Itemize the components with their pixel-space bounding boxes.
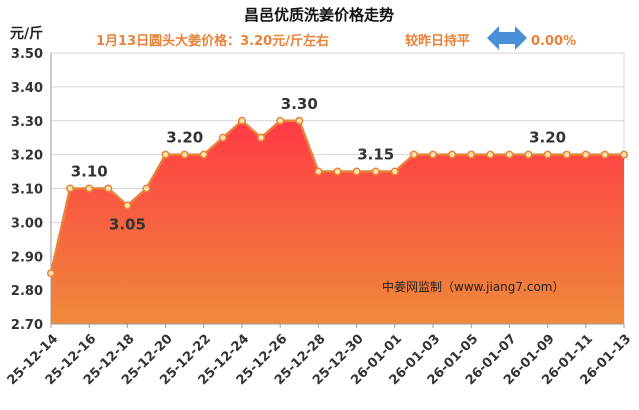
data-point bbox=[237, 116, 247, 125]
data-points bbox=[46, 116, 629, 278]
watermark: 中姜网监制（www.jiang7.com） bbox=[382, 279, 564, 294]
y-tick-label: 2.70 bbox=[11, 318, 43, 333]
y-tick-label: 2.90 bbox=[11, 250, 43, 265]
data-label: 3.20 bbox=[529, 129, 566, 147]
y-tick-label: 3.10 bbox=[11, 183, 43, 198]
data-point bbox=[352, 167, 361, 176]
data-labels: 3.10 3.05 3.20 3.30 3.15 3.20 bbox=[71, 95, 566, 234]
chart-title: 昌邑优质洗姜价格走势 bbox=[244, 6, 394, 24]
y-axis-unit: 元/斤 bbox=[10, 25, 43, 42]
data-point bbox=[314, 167, 323, 176]
data-point bbox=[104, 184, 113, 193]
y-axis-ticks: 3.50 3.40 3.30 3.20 3.10 3.00 2.90 2.80 2.70 bbox=[11, 47, 43, 333]
y-tick-label: 2.80 bbox=[11, 284, 43, 299]
data-point bbox=[161, 150, 170, 159]
data-point bbox=[85, 184, 94, 193]
data-point bbox=[600, 150, 609, 159]
data-point bbox=[46, 269, 56, 278]
data-point bbox=[371, 167, 380, 176]
change-text: 较昨日持平 bbox=[405, 33, 470, 49]
y-tick-label: 3.30 bbox=[11, 115, 43, 130]
data-point bbox=[333, 167, 342, 176]
data-label: 3.10 bbox=[71, 163, 108, 181]
data-point bbox=[257, 133, 266, 142]
data-point bbox=[562, 150, 571, 159]
data-point bbox=[218, 133, 227, 142]
data-point bbox=[295, 116, 304, 125]
change-value: 0.00% bbox=[531, 34, 576, 49]
data-point bbox=[619, 150, 629, 159]
data-point bbox=[276, 116, 285, 125]
data-point bbox=[142, 184, 151, 193]
x-axis-ticks: 25-12-1425-12-1625-12-1825-12-2025-12-22… bbox=[5, 324, 634, 388]
data-point bbox=[199, 150, 208, 159]
data-point bbox=[581, 150, 590, 159]
data-point bbox=[428, 150, 438, 159]
data-label: 3.05 bbox=[109, 215, 146, 233]
y-tick-label: 3.00 bbox=[11, 216, 43, 231]
data-point bbox=[180, 150, 189, 159]
data-point bbox=[123, 201, 132, 210]
data-label: 3.30 bbox=[281, 95, 318, 113]
data-point bbox=[486, 150, 495, 159]
data-point bbox=[66, 184, 75, 193]
data-point bbox=[543, 150, 552, 159]
data-point bbox=[409, 150, 418, 159]
axes bbox=[50, 53, 624, 325]
y-tick-label: 3.50 bbox=[11, 47, 43, 62]
data-point bbox=[505, 150, 514, 159]
data-label: 3.20 bbox=[166, 129, 203, 147]
price-area bbox=[51, 120, 624, 324]
y-tick-label: 3.20 bbox=[11, 149, 43, 164]
double-arrow-icon bbox=[487, 26, 527, 50]
data-point bbox=[390, 167, 399, 176]
data-point bbox=[448, 150, 457, 159]
data-label: 3.15 bbox=[357, 146, 394, 164]
chart-subtitle: 1月13日圆头大姜价格：3.20元/斤左右 bbox=[96, 33, 329, 49]
data-point bbox=[524, 150, 533, 159]
data-point bbox=[467, 150, 476, 159]
y-tick-label: 3.40 bbox=[11, 81, 43, 96]
